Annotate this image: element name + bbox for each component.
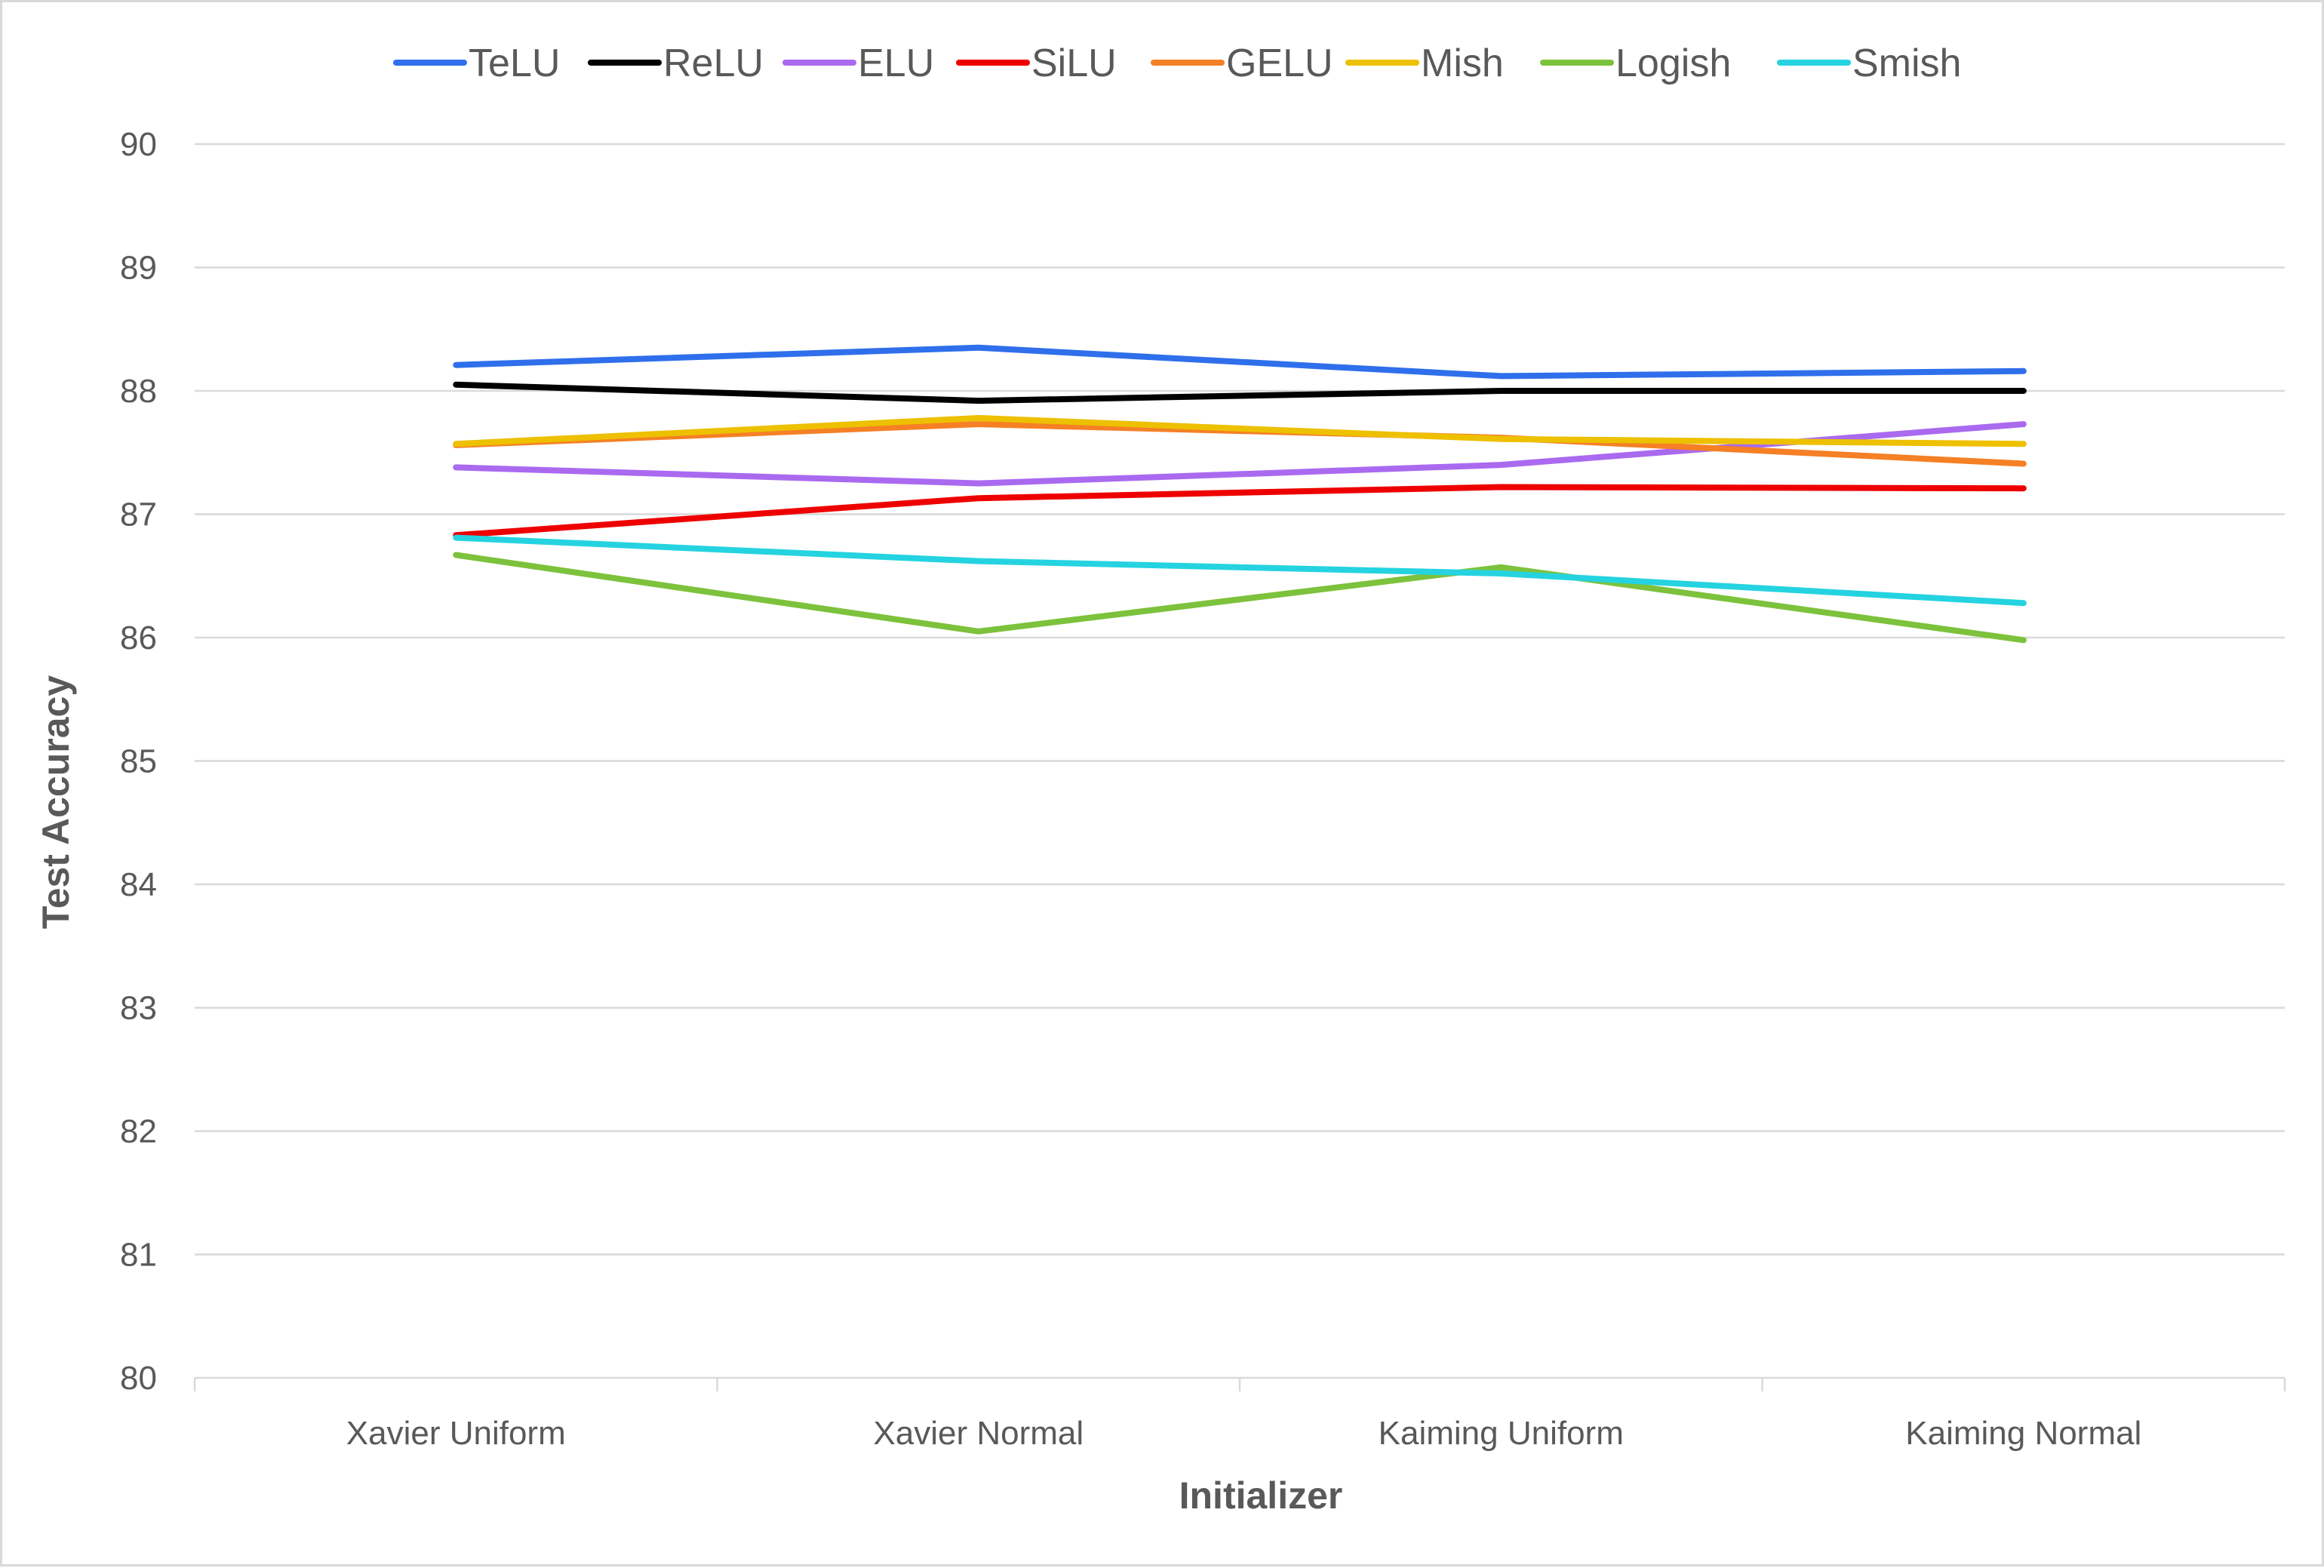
series-mish [456,418,2024,444]
legend-label: TeLU [469,42,560,85]
legend-label: GELU [1226,42,1333,85]
legend: TeLU ReLU ELU SiLU GELU Mish Logish Smish [396,42,1961,85]
series-line-telu [456,348,2024,377]
x-axis-category-labels: Xavier Uniform Xavier Normal Kaiming Unifo… [346,1415,2141,1452]
y-tick-label: 83 [120,990,157,1027]
y-tick-label: 82 [120,1113,157,1150]
legend-item-relu: ReLU [591,42,764,85]
legend-label: Mish [1421,42,1504,85]
x-axis [195,1378,2285,1391]
y-tick-label: 85 [120,743,157,780]
y-tick-label: 90 [120,126,157,163]
legend-item-gelu: GELU [1154,42,1333,85]
legend-item-elu: ELU [785,42,934,85]
y-tick-label: 89 [120,250,157,287]
x-category-label: Kaiming Normal [1905,1415,2141,1452]
series-relu [456,385,2024,401]
x-axis-title: Initializer [1179,1474,1343,1517]
x-category-label: Xavier Uniform [346,1415,566,1452]
legend-label: ELU [858,42,934,85]
x-category-label: Xavier Normal [873,1415,1084,1452]
legend-item-mish: Mish [1348,42,1504,85]
legend-label: SiLU [1031,42,1117,85]
y-tick-label: 84 [120,866,157,903]
series-smish [456,537,2024,603]
legend-item-logish: Logish [1543,42,1731,85]
series-telu [456,348,2024,377]
legend-item-smish: Smish [1780,42,1961,85]
series-silu [456,487,2024,535]
series-line-smish [456,538,2024,604]
y-tick-label: 87 [120,497,157,533]
series-line-mish [456,418,2024,444]
legend-item-telu: TeLU [396,42,560,85]
y-axis-title: Test Accuracy [35,675,77,929]
y-tick-label: 88 [120,373,157,410]
legend-label: Logish [1615,42,1731,85]
y-tick-label: 81 [120,1237,157,1274]
gridlines [195,144,2285,1255]
legend-label: Smish [1852,42,1961,85]
legend-item-silu: SiLU [959,42,1117,85]
x-category-label: Kaiming Uniform [1379,1415,1624,1452]
y-tick-label: 80 [120,1360,157,1397]
legend-label: ReLU [663,42,764,85]
y-axis-tick-labels: 80 81 82 83 84 85 86 87 88 89 90 [120,126,157,1397]
series-line-silu [456,487,2024,536]
series-line-relu [456,385,2024,401]
y-tick-label: 86 [120,620,157,656]
